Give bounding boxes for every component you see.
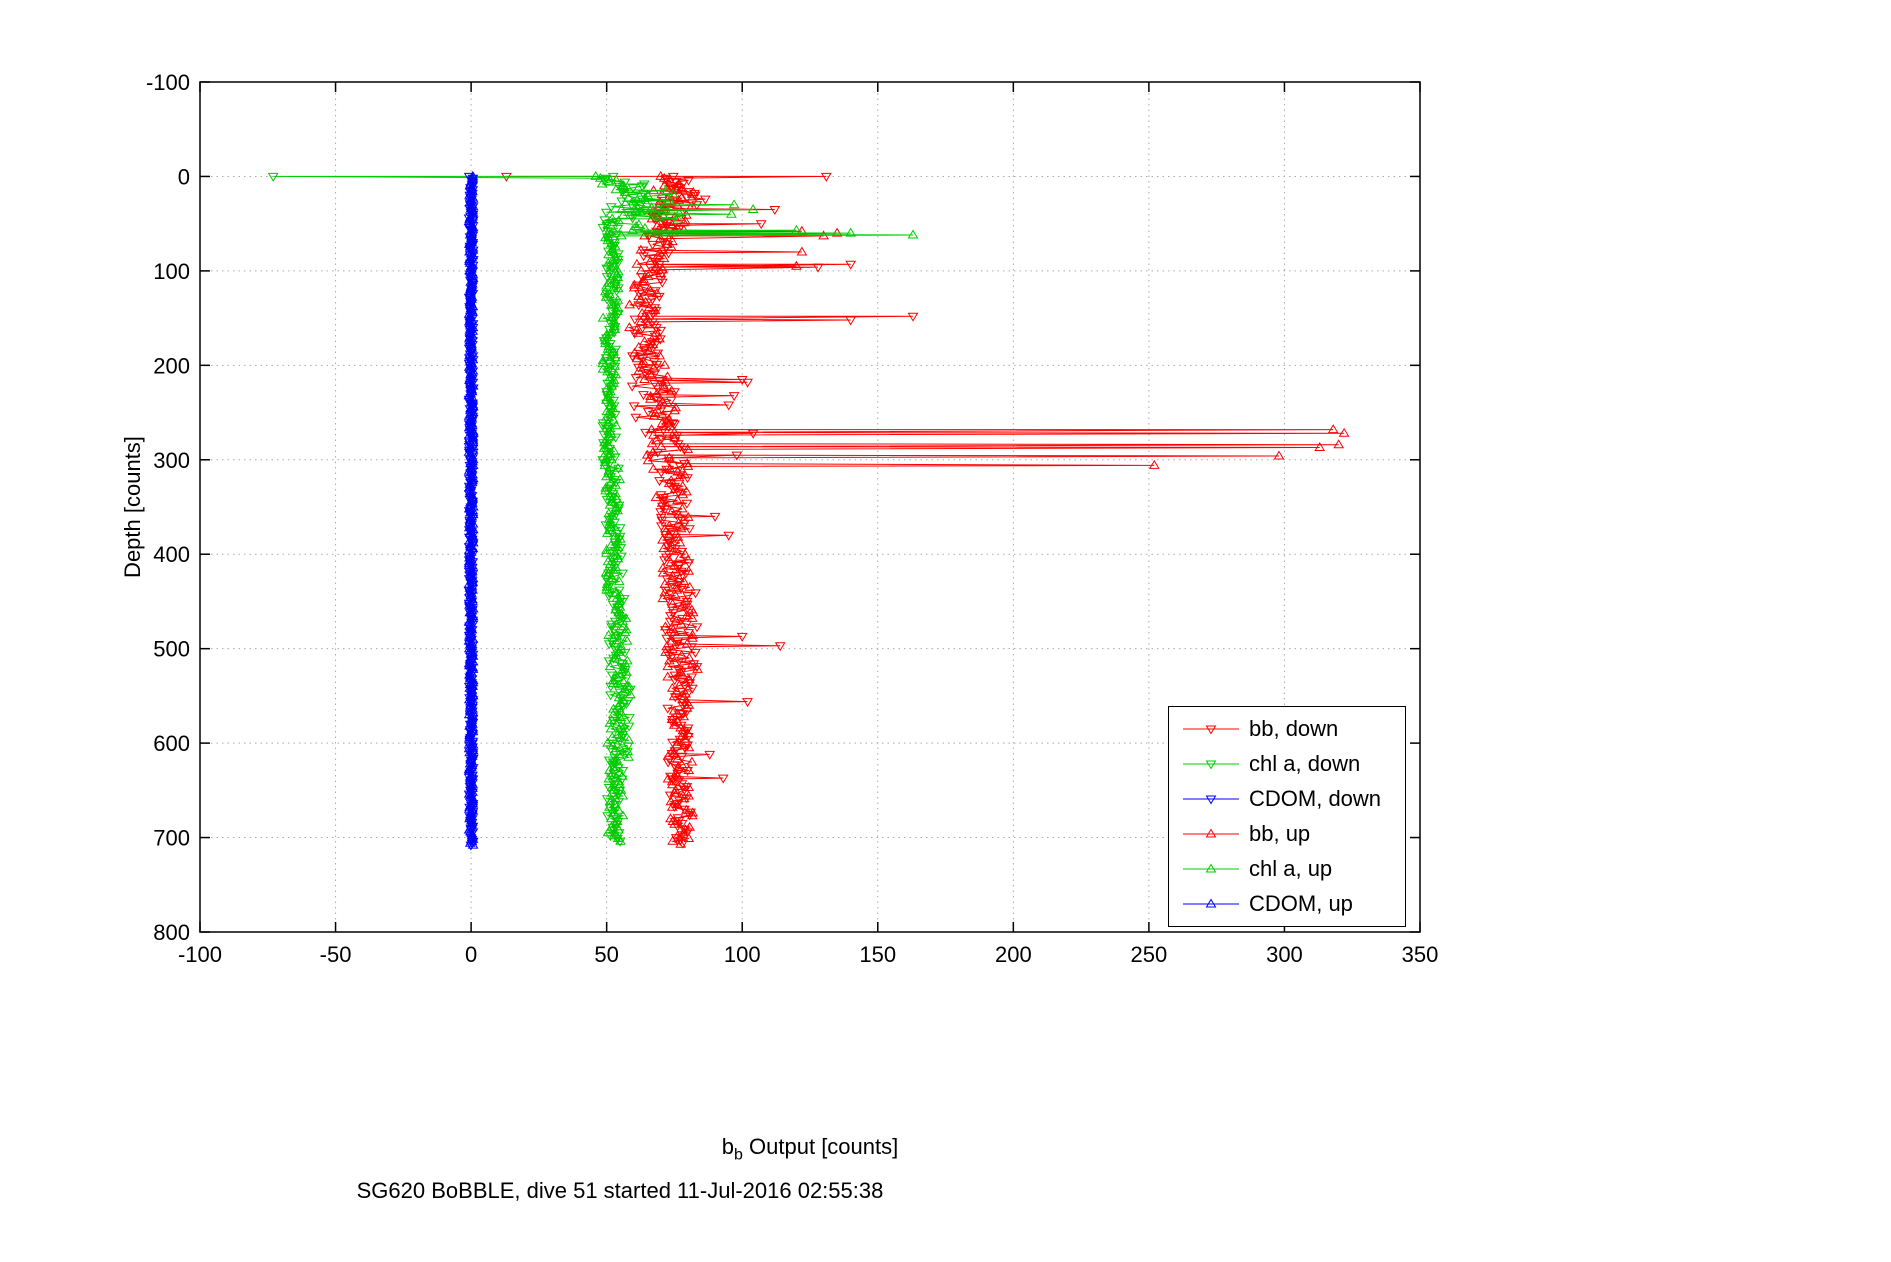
series-markers-chla-up [590, 170, 919, 845]
legend-marker-cdom-up-icon [1183, 898, 1239, 908]
y-axis-label: Depth [counts] [120, 436, 145, 578]
legend-marker-bb-up-icon [1183, 828, 1239, 838]
y-tick-label: 200 [153, 353, 190, 378]
legend-marker-chla-down-icon [1183, 760, 1239, 770]
series-markers-cdom-up [463, 170, 479, 849]
axis-ticks [199, 81, 1421, 933]
x-tick-label: 300 [1266, 942, 1303, 967]
series-bb-down [501, 172, 919, 849]
figure-caption: SG620 BoBBLE, dive 51 started 11-Jul-201… [356, 1178, 884, 1203]
x-tick-label: 350 [1402, 942, 1439, 967]
x-axis-label-rest: Output [counts] [742, 1134, 899, 1159]
series-bb-up [624, 170, 1350, 848]
legend-item-cdom-up: CDOM, up [1169, 891, 1405, 917]
legend-label-bb-down: bb, down [1249, 715, 1339, 741]
x-tick-label: -100 [178, 942, 222, 967]
legend-label-cdom-down: CDOM, down [1249, 785, 1382, 811]
series-chla-up [590, 170, 919, 845]
legend: bb, down chl a, down CDOM, down bb, up c… [1168, 706, 1406, 927]
y-tick-label: -100 [146, 70, 190, 95]
x-tick-label: 0 [465, 942, 477, 967]
y-tick-label: 500 [153, 637, 190, 662]
series-markers-bb-down [501, 172, 919, 849]
legend-item-bb-up: bb, up [1169, 821, 1405, 847]
x-tick-labels: -100 -50 0 50 100 150 200 250 300 350 [178, 942, 1438, 967]
x-tick-label: 100 [724, 942, 761, 967]
x-tick-label: 150 [859, 942, 896, 967]
y-tick-label: 600 [153, 731, 190, 756]
legend-marker-chla-up-icon [1183, 863, 1239, 873]
legend-item-chla-down: chl a, down [1169, 751, 1405, 777]
series-markers-bb-up [624, 170, 1350, 848]
x-tick-label: 50 [594, 942, 618, 967]
legend-item-chla-up: chl a, up [1169, 856, 1405, 882]
y-tick-label: 700 [153, 826, 190, 851]
legend-item-cdom-down: CDOM, down [1169, 786, 1405, 812]
y-tick-label: 300 [153, 448, 190, 473]
x-tick-label: -50 [320, 942, 352, 967]
x-tick-label: 250 [1131, 942, 1168, 967]
y-tick-label: 0 [178, 164, 190, 189]
x-axis-label: bb Output [counts] [660, 1134, 960, 1164]
x-tick-label: 200 [995, 942, 1032, 967]
y-tick-labels: -100 0 100 200 300 400 500 600 700 800 [146, 70, 190, 945]
legend-marker-cdom-down-icon [1183, 795, 1239, 805]
legend-label-chla-up: chl a, up [1249, 856, 1333, 882]
y-tick-label: 800 [153, 920, 190, 945]
x-axis-label-base: b [721, 1134, 735, 1159]
legend-marker-bb-down-icon [1183, 725, 1239, 735]
series-line-bb-down [506, 175, 914, 844]
legend-label-chla-down: chl a, down [1249, 750, 1361, 776]
legend-label-cdom-up: CDOM, up [1249, 891, 1353, 917]
axes-frame [199, 81, 1421, 933]
legend-label-bb-up: bb, up [1249, 821, 1311, 847]
y-tick-label: 100 [153, 259, 190, 284]
x-axis-label-subscript: b [734, 1146, 743, 1164]
series-cdom-up [463, 170, 479, 849]
legend-item-bb-down: bb, down [1169, 716, 1405, 742]
y-tick-label: 400 [153, 542, 190, 567]
